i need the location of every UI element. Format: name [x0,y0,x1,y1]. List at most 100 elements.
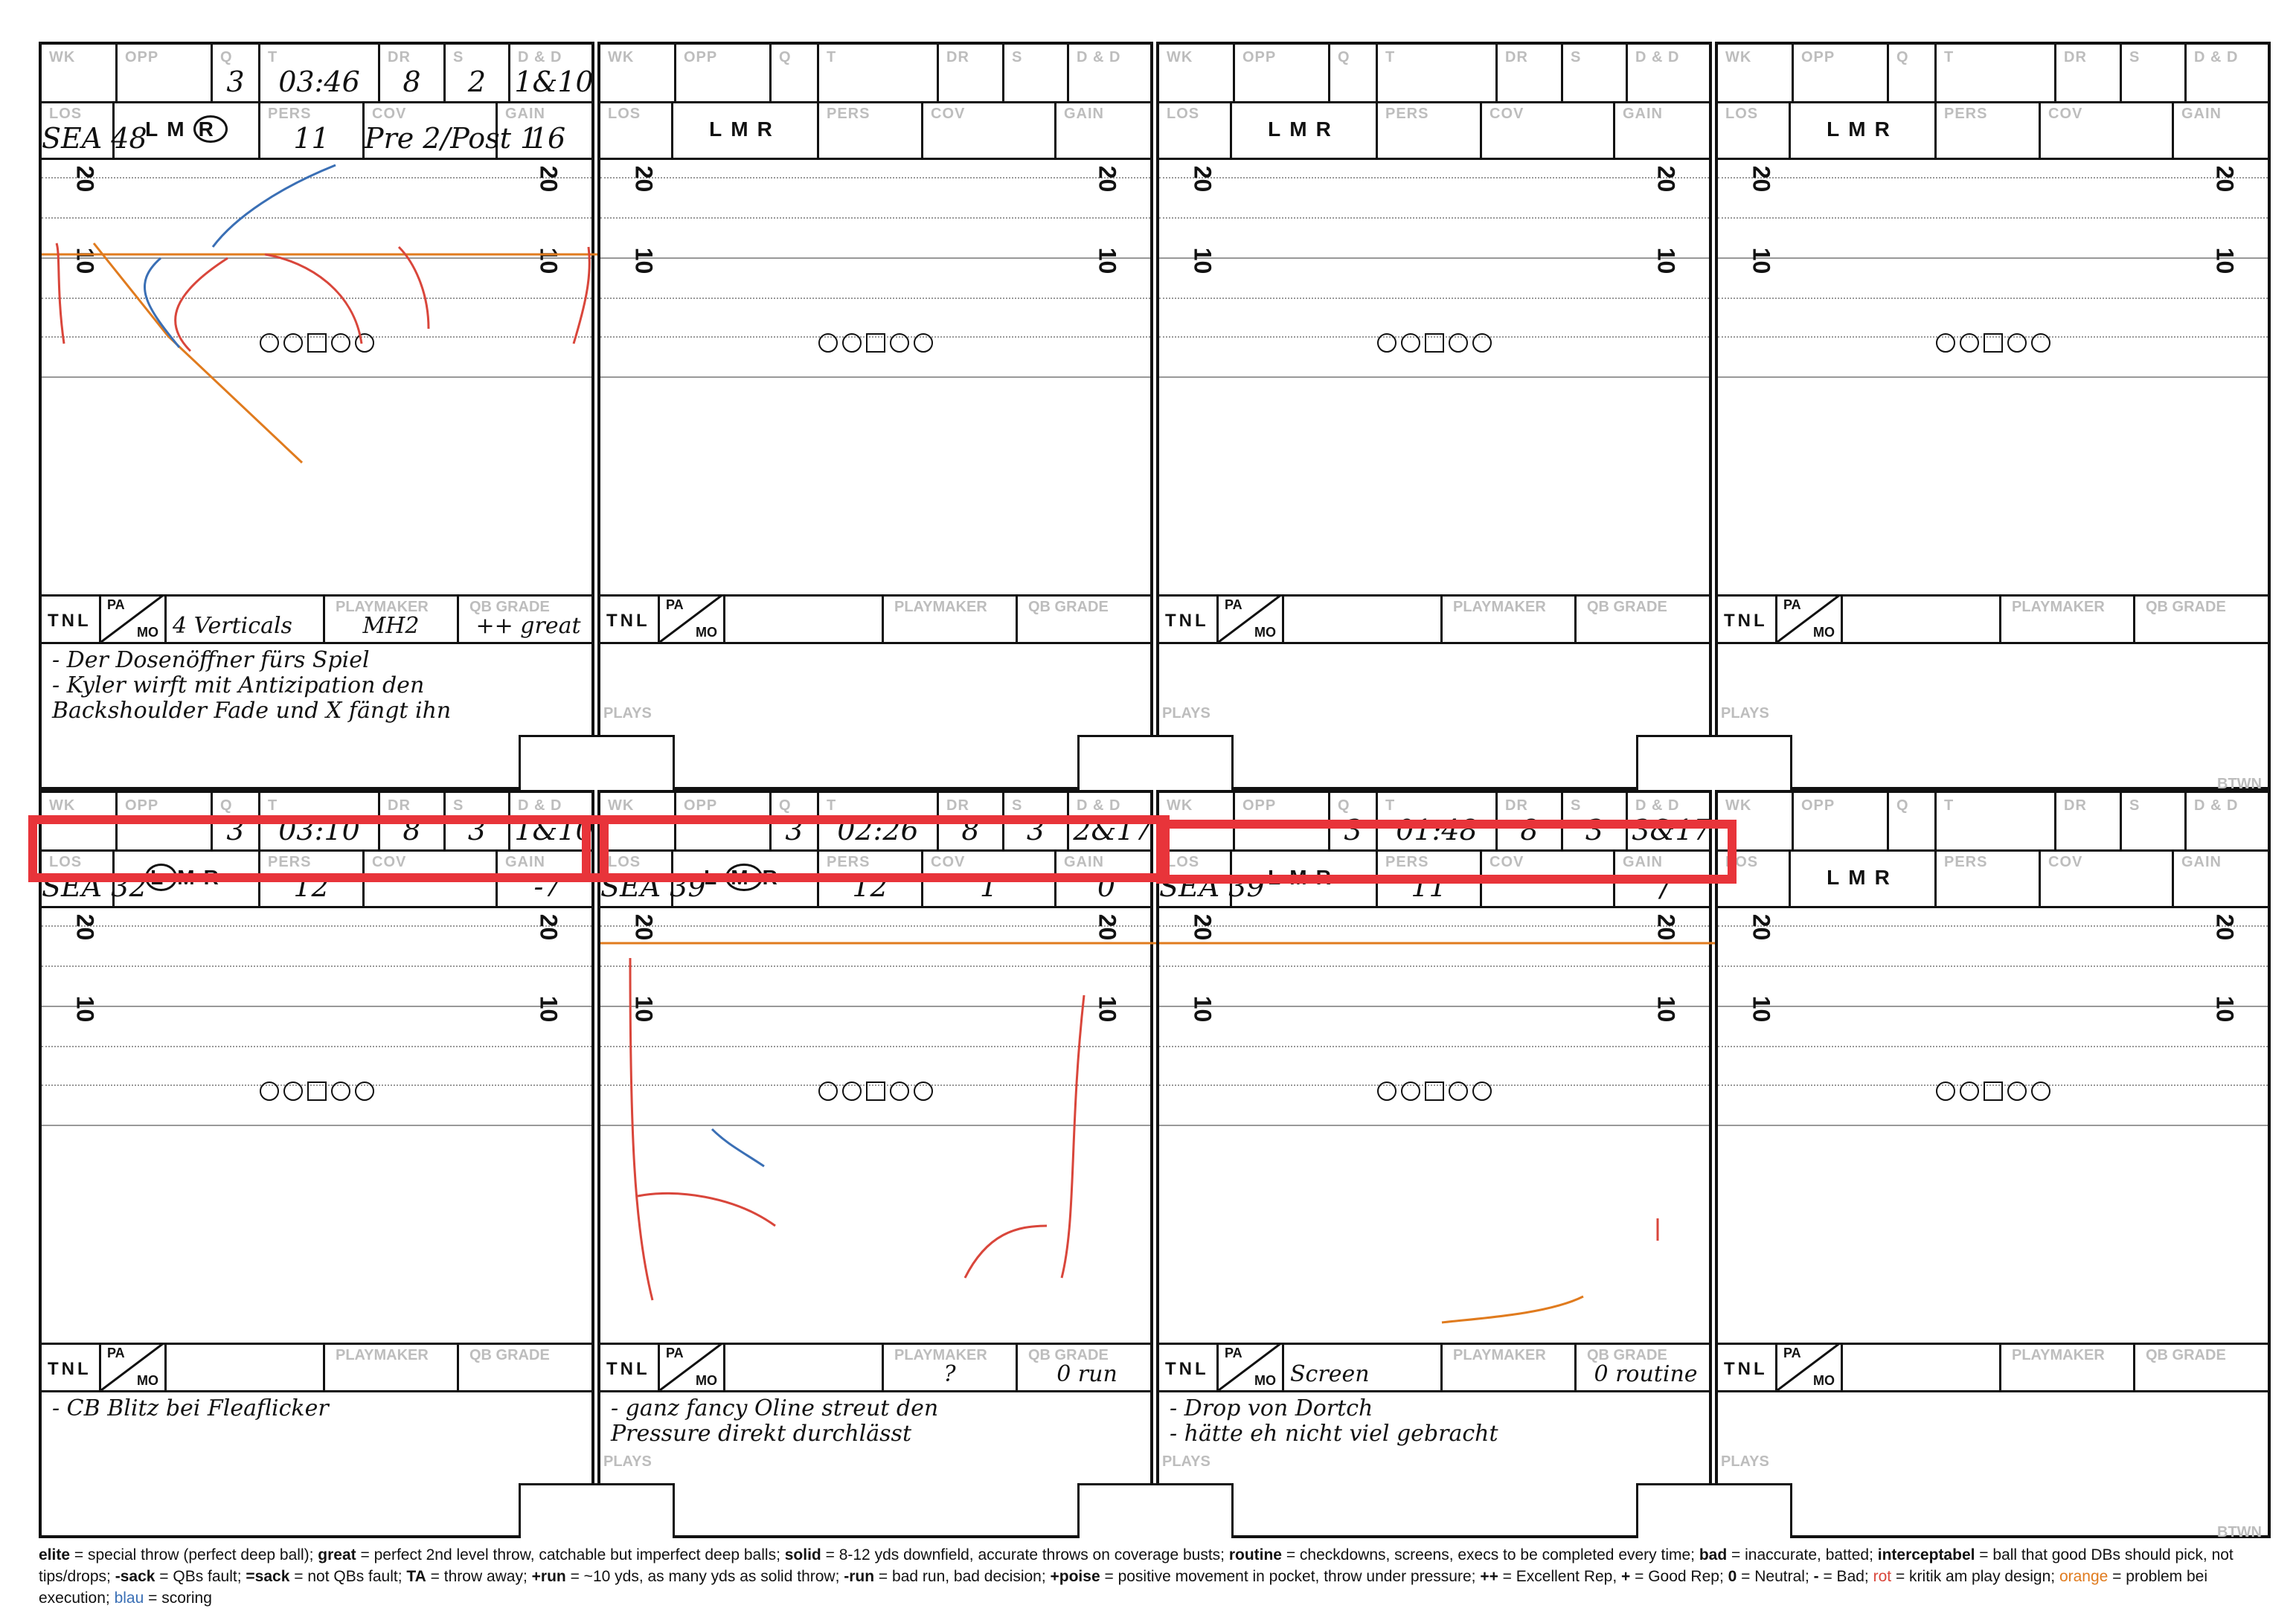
pa-mo-cell[interactable]: PA MO [660,1343,725,1390]
cov-cell[interactable]: COV [2041,101,2174,158]
dr-cell[interactable]: DR [939,45,1004,101]
qb-grade-cell[interactable]: QB GRADE 0 run [1018,1343,1156,1390]
pa-mo-cell[interactable]: PA MO [1777,594,1843,642]
lmr-cell[interactable]: LMR [1232,101,1378,158]
los-value[interactable]: SEA 48 [42,122,147,155]
cov-cell[interactable]: COV [1482,101,1615,158]
cov-cell[interactable]: COV [2041,849,2174,906]
lmr-selector[interactable]: LMR [673,118,817,141]
s-cell[interactable]: S [1563,45,1628,101]
lmr-r[interactable]: R [1874,866,1899,889]
pers-cell[interactable]: PERS [1378,101,1482,158]
playmaker-cell[interactable]: PLAYMAKER ? [884,1343,1018,1390]
pers-cell[interactable]: PERS 11 [260,101,365,158]
gain-cell[interactable]: GAIN [2174,101,2274,158]
play-name-cell[interactable] [725,1343,884,1390]
pers-cell[interactable]: PERS [819,101,923,158]
los-cell[interactable]: LOS [1718,101,1791,158]
opp-cell[interactable]: OPP [118,45,213,101]
dr-cell[interactable]: DR [1498,45,1563,101]
opp-cell[interactable]: OPP [676,45,772,101]
tnl-cell[interactable]: TNL [42,594,101,642]
field-diagram[interactable]: 20 20 10 10 [1718,158,2268,597]
notes-text[interactable]: - Drop von Dortch - hätte eh nicht viel … [1170,1395,1498,1447]
tnl-cell[interactable]: TNL [1718,594,1777,642]
notes-area[interactable]: BTWN [600,642,1150,792]
t-value[interactable]: 03:46 [278,65,360,98]
dd-cell[interactable]: D & D 3&17 [1628,793,1715,849]
t-cell[interactable]: T [1937,45,2056,101]
wk-cell[interactable]: WK [1718,793,1794,849]
q-cell[interactable]: Q [1889,45,1937,101]
qb-grade-cell[interactable]: QB GRADE [2135,594,2274,642]
field-diagram[interactable]: 20 20 10 10 [600,158,1150,597]
notes-area[interactable]: - Drop von Dortch - hätte eh nicht viel … [1159,1390,1709,1541]
lmr-r[interactable]: R [757,118,781,141]
q-cell[interactable]: Q [772,45,819,101]
notes-area[interactable]: - Der Dosenöffner fürs Spiel - Kyler wir… [42,642,591,793]
field-diagram[interactable]: 20 20 10 10 [1718,906,2268,1345]
lmr-m[interactable]: M [1848,866,1875,889]
qb-grade-value[interactable]: 0 run [1056,1361,1117,1387]
playmaker-cell[interactable]: PLAYMAKER [2001,594,2135,642]
t-cell[interactable]: T [819,45,939,101]
qb-grade-value[interactable]: 0 routine [1594,1361,1698,1387]
lmr-l[interactable]: L [709,118,731,141]
play-name-value[interactable]: Screen [1290,1361,1370,1387]
lmr-l[interactable]: L [1268,118,1290,141]
lmr-cell[interactable]: LMR [1791,101,1937,158]
tnl-cell[interactable]: TNL [600,594,660,642]
field-diagram[interactable]: 20 20 10 10 [42,158,591,597]
dd-cell[interactable]: D & D [2187,45,2274,101]
notes-area[interactable]: - ganz fancy Oline streut den Pressure d… [600,1390,1150,1541]
notes-area[interactable]: - CB Blitz bei Fleaflicker BTWN [42,1390,591,1541]
los-cell[interactable]: LOS [600,101,673,158]
los-cell[interactable]: LOS SEA 48 [42,101,147,158]
opp-cell[interactable]: OPP [1794,793,1889,849]
qb-grade-cell[interactable]: QB GRADE [1018,594,1156,642]
lmr-m[interactable]: M [1848,118,1875,141]
notes-area[interactable]: BTWN [1718,1390,2268,1540]
lmr-m[interactable]: M [731,118,757,141]
pers-cell[interactable]: PERS [1937,101,2041,158]
t-cell[interactable]: T [1378,45,1498,101]
field-diagram[interactable]: 20 20 10 10 [600,906,1150,1345]
playmaker-value[interactable]: MH2 [362,613,420,639]
q-value[interactable]: 3 [226,65,245,98]
play-name-value[interactable]: 4 Verticals [173,613,292,639]
qb-grade-cell[interactable]: QB GRADE [1577,594,1715,642]
notes-text[interactable]: - ganz fancy Oline streut den Pressure d… [611,1395,939,1447]
playmaker-cell[interactable]: PLAYMAKER [884,594,1018,642]
dd-cell[interactable]: D & D [1069,45,1156,101]
pers-cell[interactable]: PERS [1937,849,2041,906]
notes-area[interactable]: BTWN [1718,642,2268,792]
gain-cell[interactable]: GAIN [2174,849,2274,906]
dd-value[interactable]: 3&17 [1632,814,1711,846]
between-plays-box[interactable] [1636,1483,1792,1538]
dd-cell[interactable]: D & D 1&10 [510,45,597,101]
lmr-l[interactable]: L [145,118,167,141]
q-cell[interactable]: Q [1889,793,1937,849]
between-plays-box[interactable] [519,735,675,790]
qb-grade-cell[interactable]: QB GRADE [459,1343,597,1390]
gain-value[interactable]: 16 [529,122,566,155]
dd-value[interactable]: 1&10 [514,65,594,98]
lmr-r[interactable]: R [193,115,228,143]
t-cell[interactable]: T 03:46 [260,45,380,101]
playmaker-cell[interactable]: PLAYMAKER [2001,1343,2135,1390]
pa-mo-cell[interactable]: PA MO [101,594,167,642]
dr-cell[interactable]: DR [2056,793,2122,849]
dr-cell[interactable]: DR [2056,45,2122,101]
tnl-cell[interactable]: TNL [1718,1343,1777,1390]
notes-text[interactable]: - CB Blitz bei Fleaflicker [52,1395,329,1421]
lmr-cell[interactable]: LMR [1791,849,1937,906]
play-name-cell[interactable] [1843,1343,2001,1390]
cov-cell[interactable]: COV Pre 2/Post 1 [365,101,538,158]
play-name-cell[interactable] [1284,594,1443,642]
opp-cell[interactable]: OPP [1235,45,1330,101]
lmr-selector[interactable]: LMR [1791,118,1934,141]
s-value[interactable]: 3 [1585,814,1604,846]
pa-mo-cell[interactable]: PA MO [1219,1343,1284,1390]
